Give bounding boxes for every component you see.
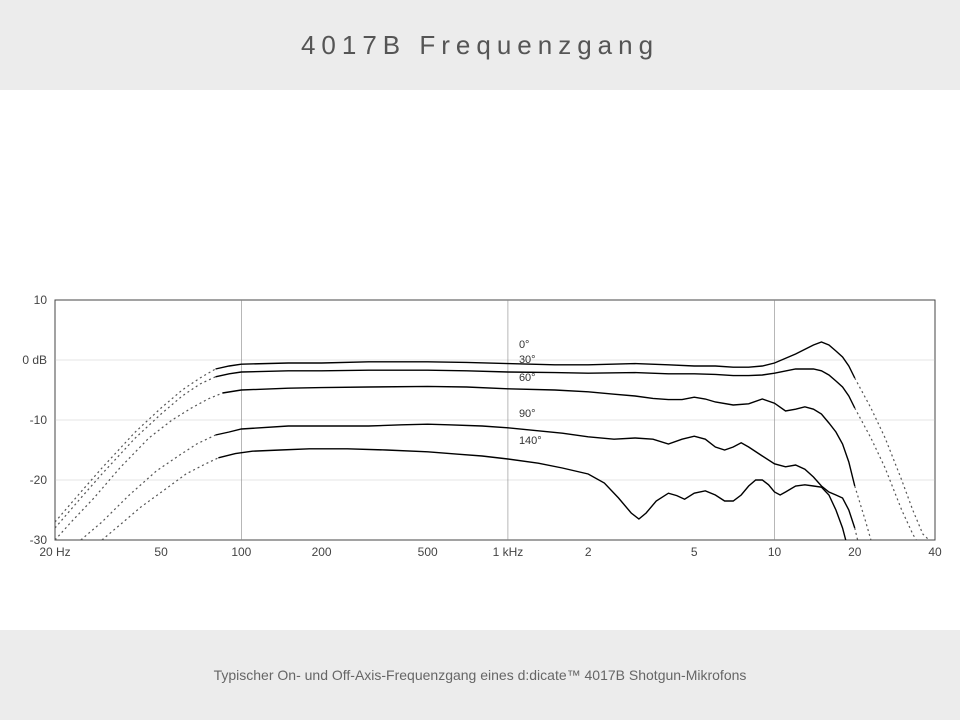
x-tick-label: 5	[691, 545, 698, 559]
caption: Typischer On- und Off-Axis-Frequenzgang …	[214, 667, 747, 683]
footer-band: Typischer On- und Off-Axis-Frequenzgang …	[0, 630, 960, 720]
header-band: 4017B Frequenzgang	[0, 0, 960, 90]
x-tick-label: 10	[768, 545, 782, 559]
curve-60deg-low	[55, 393, 223, 540]
x-tick-label: 40	[928, 545, 942, 559]
series-label-30deg: 30°	[519, 354, 536, 366]
x-tick-label: 20	[848, 545, 862, 559]
x-tick-label: 100	[231, 545, 251, 559]
y-tick-label: 0 dB	[22, 353, 47, 367]
x-tick-label: 50	[154, 545, 168, 559]
curve-0deg-low	[55, 369, 216, 522]
series-label-60deg: 60°	[519, 372, 536, 384]
x-tick-label: 20 Hz	[39, 545, 70, 559]
y-tick-label: -20	[30, 473, 48, 487]
y-tick-label: 10	[34, 293, 48, 307]
x-tick-label: 500	[418, 545, 438, 559]
curve-30deg-low	[55, 377, 216, 528]
series-label-0deg: 0°	[519, 339, 530, 351]
x-tick-label: 1 kHz	[493, 545, 524, 559]
series-label-90deg: 90°	[519, 408, 536, 420]
curve-140deg-low	[102, 458, 218, 540]
y-tick-label: -10	[30, 413, 48, 427]
page-title: 4017B Frequenzgang	[301, 30, 659, 61]
chart-area: 100 dB-10-20-3020 Hz501002005001 kHz2510…	[0, 90, 960, 630]
curve-60deg-high	[855, 486, 871, 540]
frequency-response-chart: 100 dB-10-20-3020 Hz501002005001 kHz2510…	[0, 90, 960, 630]
curve-0deg-high	[855, 378, 929, 540]
x-tick-label: 2	[585, 545, 592, 559]
curve-140deg	[218, 449, 845, 540]
curve-90deg-low	[81, 435, 216, 540]
x-tick-label: 200	[312, 545, 332, 559]
curve-30deg-high	[855, 408, 916, 540]
series-label-140deg: 140°	[519, 435, 542, 447]
curve-90deg-high	[855, 528, 858, 540]
